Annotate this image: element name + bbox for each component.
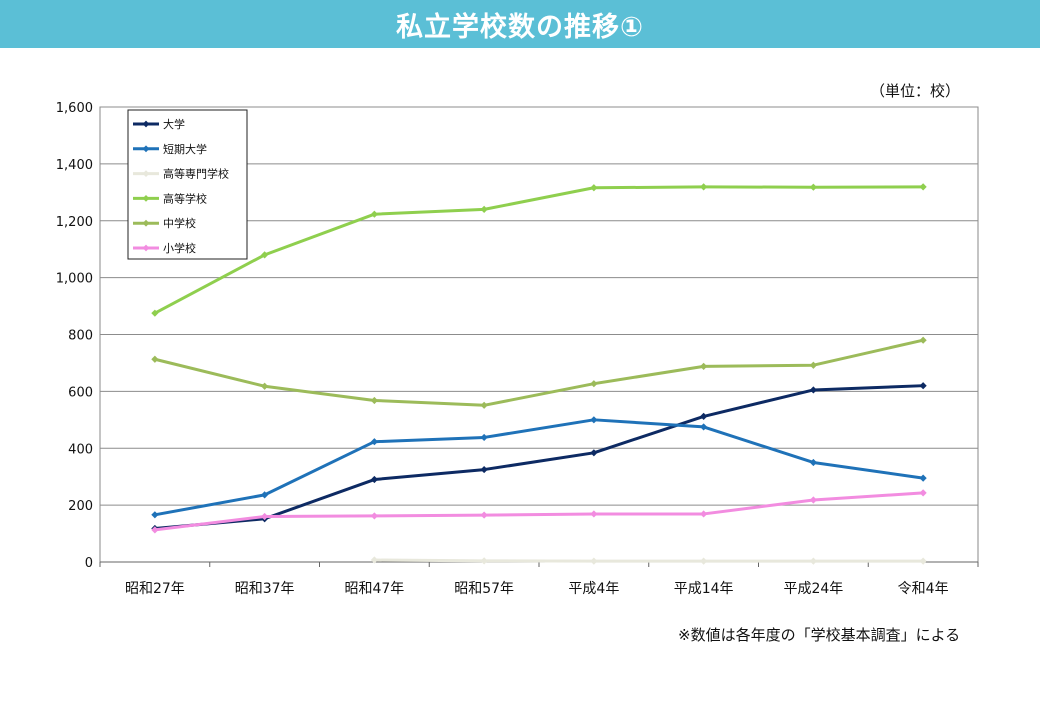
data-point: [480, 557, 488, 565]
x-tick-label: 平成14年: [674, 581, 734, 597]
data-point: [590, 380, 598, 388]
series-line: [154, 491, 924, 532]
y-tick-label: 800: [68, 329, 93, 344]
data-point: [919, 489, 927, 497]
legend-label: 小学校: [163, 241, 196, 255]
data-point: [480, 205, 488, 213]
x-tick-label: 平成4年: [568, 581, 619, 597]
x-tick-label: 昭和27年: [125, 581, 185, 597]
legend-label: 大学: [163, 117, 185, 131]
legend-label: 高等学校: [163, 191, 207, 205]
data-point: [919, 557, 927, 565]
data-point: [151, 355, 159, 363]
y-tick-label: 1,400: [56, 158, 93, 173]
page-title: 私立学校数の推移①: [396, 11, 644, 43]
data-point: [151, 309, 159, 317]
series-line: [154, 338, 924, 407]
legend-label: 中学校: [163, 216, 196, 230]
data-point: [480, 511, 488, 519]
legend-marker: [142, 195, 150, 202]
y-tick-label: 1,000: [56, 272, 93, 287]
legend-marker: [142, 170, 150, 177]
data-point: [700, 412, 708, 420]
data-point: [480, 465, 488, 474]
unit-note: （単位：校）: [870, 82, 961, 100]
data-point: [700, 557, 708, 565]
data-point: [590, 184, 598, 192]
data-point: [809, 386, 817, 394]
data-point: [809, 183, 817, 191]
y-tick-label: 200: [68, 499, 93, 514]
data-point: [370, 556, 378, 564]
data-point: [261, 382, 269, 390]
data-point: [809, 458, 817, 467]
x-tick-label: 昭和37年: [235, 581, 295, 597]
title-bar: 私立学校数の推移①: [0, 0, 1040, 48]
series-line: [374, 558, 924, 563]
series-line: [154, 185, 924, 315]
data-point: [370, 475, 378, 484]
data-point: [700, 183, 708, 191]
data-point: [370, 438, 378, 446]
y-tick-label: 1,600: [56, 101, 93, 116]
legend-marker: [142, 219, 150, 227]
data-point: [809, 361, 817, 369]
data-point: [919, 474, 927, 482]
series-line: [154, 384, 924, 530]
source-note: ※数値は各年度の「学校基本調査」による: [678, 626, 961, 644]
data-point: [370, 512, 378, 520]
data-point: [370, 210, 378, 218]
data-point: [370, 396, 378, 405]
x-tick-label: 昭和47年: [344, 581, 404, 597]
x-tick-label: 令和4年: [898, 581, 949, 597]
series-line: [154, 418, 924, 517]
y-tick-label: 1,200: [56, 215, 93, 230]
data-point: [261, 251, 269, 259]
data-point: [700, 362, 708, 370]
data-point: [261, 491, 269, 499]
data-point: [590, 416, 598, 424]
data-point: [700, 423, 708, 431]
y-tick-label: 0: [85, 556, 93, 571]
data-point: [590, 510, 598, 518]
data-point: [919, 183, 927, 191]
data-point: [151, 511, 159, 519]
data-point: [809, 496, 817, 504]
data-point: [590, 557, 598, 565]
data-point: [480, 433, 488, 442]
x-tick-label: 昭和57年: [454, 581, 514, 597]
legend-box: [127, 109, 248, 260]
legend-label: 短期大学: [163, 142, 207, 156]
data-point: [809, 557, 817, 565]
data-point: [700, 510, 708, 518]
x-tick-label: 平成24年: [783, 581, 843, 597]
data-point: [261, 512, 269, 521]
y-tick-label: 400: [68, 442, 93, 457]
legend-label: 高等専門学校: [163, 167, 229, 181]
data-point: [480, 401, 488, 409]
data-point: [151, 526, 159, 534]
data-point: [919, 382, 927, 390]
data-point: [919, 336, 927, 344]
data-point: [590, 449, 598, 457]
y-tick-label: 600: [68, 385, 93, 400]
legend-marker: [142, 120, 150, 128]
legend-marker: [142, 244, 150, 252]
legend-marker: [142, 145, 150, 153]
